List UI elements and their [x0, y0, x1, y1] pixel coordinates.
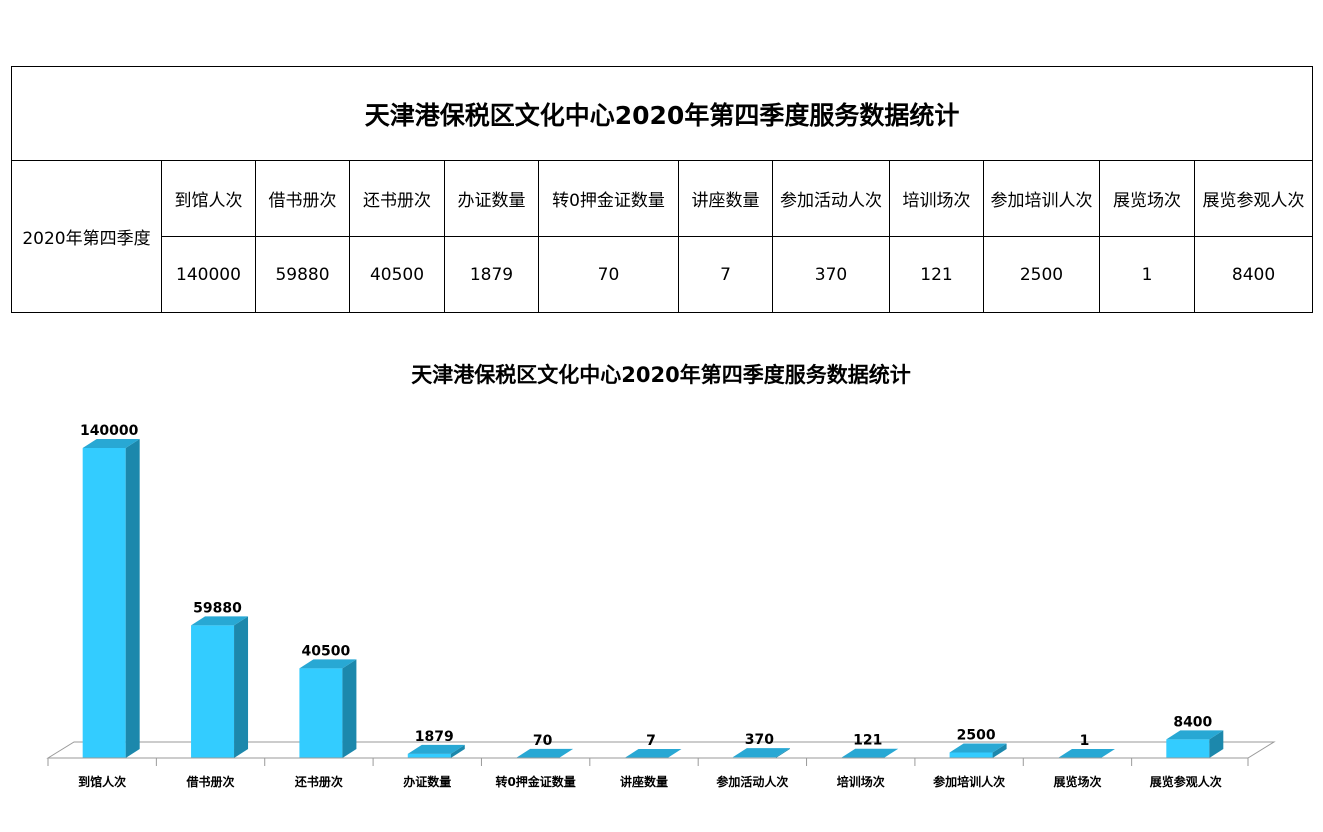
data-label: 1879	[415, 729, 454, 745]
value-cell: 1879	[444, 236, 539, 313]
header-cell: 讲座数量	[678, 160, 773, 237]
header-cell: 办证数量	[444, 160, 539, 237]
header-cell: 还书册次	[349, 160, 445, 237]
data-label: 1	[1080, 733, 1090, 749]
bar	[299, 659, 357, 758]
bar-side	[450, 744, 465, 758]
bar-top	[841, 748, 899, 758]
x-tick-label: 到馆人次	[78, 774, 126, 789]
data-label: 40500	[302, 643, 351, 659]
bar-top	[732, 748, 790, 758]
bar	[82, 439, 140, 758]
bar-side	[775, 748, 790, 758]
bar	[949, 743, 1007, 758]
row-label: 2020年第四季度	[11, 160, 162, 313]
bar	[1166, 730, 1224, 758]
bar	[407, 744, 465, 758]
data-label: 121	[853, 733, 882, 749]
chart-title: 天津港保税区文化中心2020年第四季度服务数据统计	[411, 363, 910, 387]
bar-side	[1209, 730, 1224, 758]
bar-series	[82, 439, 1224, 758]
x-tick-label: 参加活动人次	[716, 774, 788, 789]
bar-top	[1166, 730, 1224, 740]
bar-front	[191, 625, 235, 758]
header-cell: 培训场次	[889, 160, 984, 237]
bar-top	[407, 744, 465, 754]
header-cell: 转0押金证数量	[538, 160, 679, 237]
value-cell: 8400	[1193, 236, 1314, 313]
bar-front	[299, 668, 343, 758]
data-label: 140000	[80, 423, 139, 439]
data-label: 70	[533, 733, 553, 749]
value-cell: 7	[678, 236, 773, 313]
x-axis: 到馆人次 借书册次 还书册次 办证数量 转0押金证数量 讲座数量 参加活动人次 培训场次 参加培…	[47, 757, 1249, 789]
bar-front	[407, 753, 451, 758]
x-tick-label: 转0押金证数量	[495, 774, 575, 789]
bar-top	[516, 748, 574, 758]
bar-top	[949, 743, 1007, 753]
bar	[732, 748, 790, 758]
value-cell: 70	[538, 236, 679, 313]
data-label: 59880	[193, 600, 242, 616]
x-tick-label: 办证数量	[403, 774, 451, 789]
value-cell: 59880	[255, 236, 350, 313]
x-tick-label: 借书册次	[186, 774, 235, 789]
x-tick-label: 展览参观人次	[1150, 774, 1222, 789]
bar-front	[1166, 739, 1210, 758]
bar	[624, 748, 682, 758]
bar-front	[82, 448, 126, 758]
x-tick-label: 还书册次	[294, 774, 343, 789]
bar-side	[342, 659, 357, 758]
bar	[191, 616, 249, 758]
bar-chart: 天津港保税区文化中心2020年第四季度服务数据统计 140000 59880 405…	[46, 363, 1276, 789]
bar-top	[299, 659, 357, 669]
value-cell: 370	[772, 236, 890, 313]
x-tick-label: 展览场次	[1053, 774, 1101, 789]
value-cell: 140000	[161, 236, 256, 313]
value-cell: 2500	[983, 236, 1100, 313]
bar-side	[125, 439, 140, 758]
data-table: 天津港保税区文化中心2020年第四季度服务数据统计 2020年第四季度 到馆人次…	[10, 66, 1314, 313]
data-label: 370	[745, 732, 774, 748]
bar-side	[234, 616, 249, 758]
bar	[841, 748, 899, 758]
header-cell: 参加培训人次	[983, 160, 1100, 237]
bar-top	[191, 616, 249, 626]
header-cell: 到馆人次	[161, 160, 256, 237]
bar-front	[949, 752, 993, 758]
value-cell: 121	[889, 236, 984, 313]
header-cell: 展览参观人次	[1193, 160, 1314, 237]
data-label: 7	[646, 733, 656, 749]
x-tick-label: 讲座数量	[620, 774, 668, 789]
bar-top	[1057, 748, 1115, 758]
data-labels: 140000 59880 40500 1879 70 7 370 121 2500 1 8400	[80, 423, 1213, 749]
data-label: 2500	[957, 727, 996, 743]
header-cell: 参加活动人次	[772, 160, 890, 237]
bar-side	[992, 743, 1007, 758]
bar-top	[624, 748, 682, 758]
x-tick-label: 培训场次	[837, 774, 885, 789]
value-cell: 40500	[349, 236, 445, 313]
bar	[516, 748, 574, 758]
bar	[1057, 748, 1115, 758]
data-label: 8400	[1173, 714, 1212, 730]
bar-top	[82, 439, 140, 448]
x-tick-label: 参加培训人次	[933, 774, 1005, 789]
header-cell: 借书册次	[255, 160, 350, 237]
table-title: 天津港保税区文化中心2020年第四季度服务数据统计	[10, 66, 1314, 161]
value-cell: 1	[1099, 236, 1195, 313]
header-cell: 展览场次	[1099, 160, 1195, 237]
